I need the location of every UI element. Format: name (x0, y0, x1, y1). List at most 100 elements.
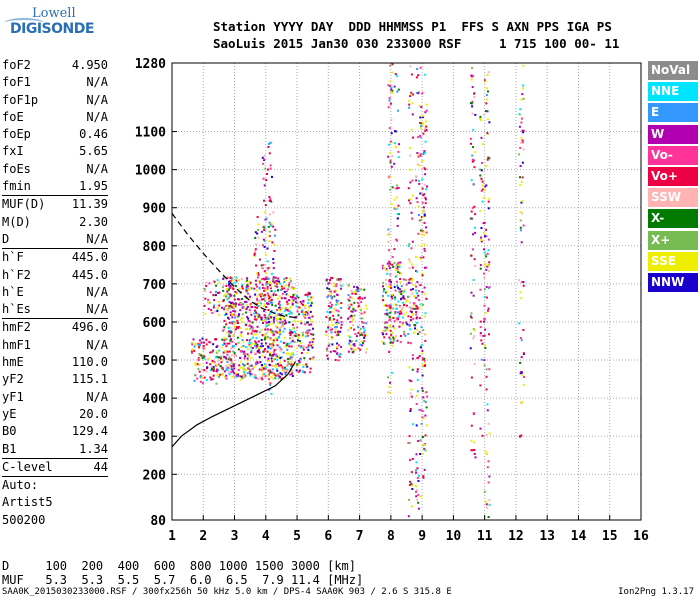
echo-point (284, 284, 287, 287)
echo-point (351, 297, 354, 300)
echo-point (423, 443, 426, 446)
echo-point (474, 151, 477, 154)
legend-item-nne: NNE (648, 82, 698, 102)
echo-point (276, 309, 279, 312)
echo-point (267, 369, 270, 372)
echo-point (207, 298, 210, 301)
echo-point (256, 314, 259, 316)
echo-point (472, 294, 475, 297)
echo-point (256, 306, 259, 309)
echo-point (420, 125, 423, 128)
echo-point (223, 342, 226, 345)
echo-point (268, 266, 271, 269)
echo-point (283, 327, 286, 330)
echo-point (251, 326, 254, 329)
echo-point (260, 264, 263, 267)
echo-point (279, 357, 282, 359)
echo-point (384, 329, 387, 332)
echo-point (483, 79, 486, 82)
param-row: fxI 5.65 (2, 143, 108, 160)
legend-item-vo-: Vo+ (648, 166, 698, 186)
echo-point (488, 121, 491, 124)
echo-point (483, 359, 486, 362)
echo-point (403, 297, 406, 300)
echo-point (470, 102, 473, 105)
echo-point (272, 350, 275, 353)
echo-point (262, 298, 265, 301)
echo-point (394, 298, 397, 301)
echo-point (485, 286, 488, 288)
y-tick-label: 900 (143, 202, 167, 217)
echo-point (202, 347, 205, 350)
echo-point (520, 212, 523, 215)
echo-point (391, 89, 394, 92)
echo-point (329, 307, 332, 309)
echo-point (411, 458, 414, 460)
echo-point (384, 321, 387, 324)
echo-point (213, 280, 216, 283)
echo-point (411, 217, 414, 220)
echo-point (520, 121, 523, 124)
echo-point (247, 332, 249, 335)
echo-point (212, 374, 215, 377)
y-tick-label: 200 (143, 468, 167, 483)
echo-point (287, 302, 290, 305)
echo-point (226, 307, 228, 310)
echo-point (405, 321, 408, 324)
echo-point (471, 67, 474, 70)
echo-point (284, 322, 287, 324)
echo-point (263, 305, 266, 307)
echo-point (392, 307, 395, 310)
echo-point (422, 303, 425, 306)
echo-point (473, 363, 476, 365)
echo-point (289, 277, 292, 280)
echo-point (291, 351, 294, 354)
echo-point (337, 302, 340, 305)
echo-point (336, 303, 339, 306)
y-tick-label: 1280 (135, 57, 166, 72)
x-tick-label: 6 (324, 529, 332, 544)
echo-point (245, 287, 248, 290)
echo-point (272, 339, 275, 342)
echo-point (418, 355, 421, 358)
echo-point (473, 329, 476, 332)
echo-point (410, 316, 413, 319)
echo-point (212, 365, 215, 368)
echo-point (296, 295, 298, 298)
echo-point (339, 353, 342, 356)
echo-point (233, 330, 236, 333)
parameter-panel: foF2 4.950 foF1 N/A foF1p N/A foE N/A foEp 0.46 fx… (2, 57, 108, 529)
file-info-footer: SAA0K_2015030233000.RSF / 300fx256h 50 k… (2, 587, 452, 597)
param-name: yE (2, 406, 17, 421)
echo-point (292, 327, 295, 330)
echo-point (281, 306, 284, 309)
echo-point (339, 284, 342, 287)
echo-point (264, 296, 266, 299)
echo-point (309, 298, 312, 301)
echo-point (425, 128, 428, 131)
echo-point (249, 374, 252, 377)
echo-point (425, 391, 428, 394)
echo-point (277, 364, 280, 367)
echo-point (289, 356, 292, 359)
param-name: foF2 (2, 58, 31, 72)
echo-point (469, 217, 472, 220)
echo-point (246, 362, 249, 365)
echo-point (383, 330, 386, 333)
echo-point (282, 325, 284, 328)
echo-point (421, 187, 424, 190)
echo-point (265, 306, 268, 308)
echo-point (304, 293, 307, 296)
echo-point (405, 311, 408, 314)
echo-point (239, 309, 242, 312)
echo-point (274, 337, 277, 340)
echo-point (327, 344, 330, 347)
echo-point (363, 329, 366, 332)
echo-point (295, 347, 298, 350)
echo-point (421, 160, 424, 162)
echo-point (410, 211, 413, 214)
echo-point (419, 66, 422, 69)
echo-point (420, 303, 423, 306)
echo-point (409, 93, 412, 96)
echo-point (233, 345, 236, 347)
